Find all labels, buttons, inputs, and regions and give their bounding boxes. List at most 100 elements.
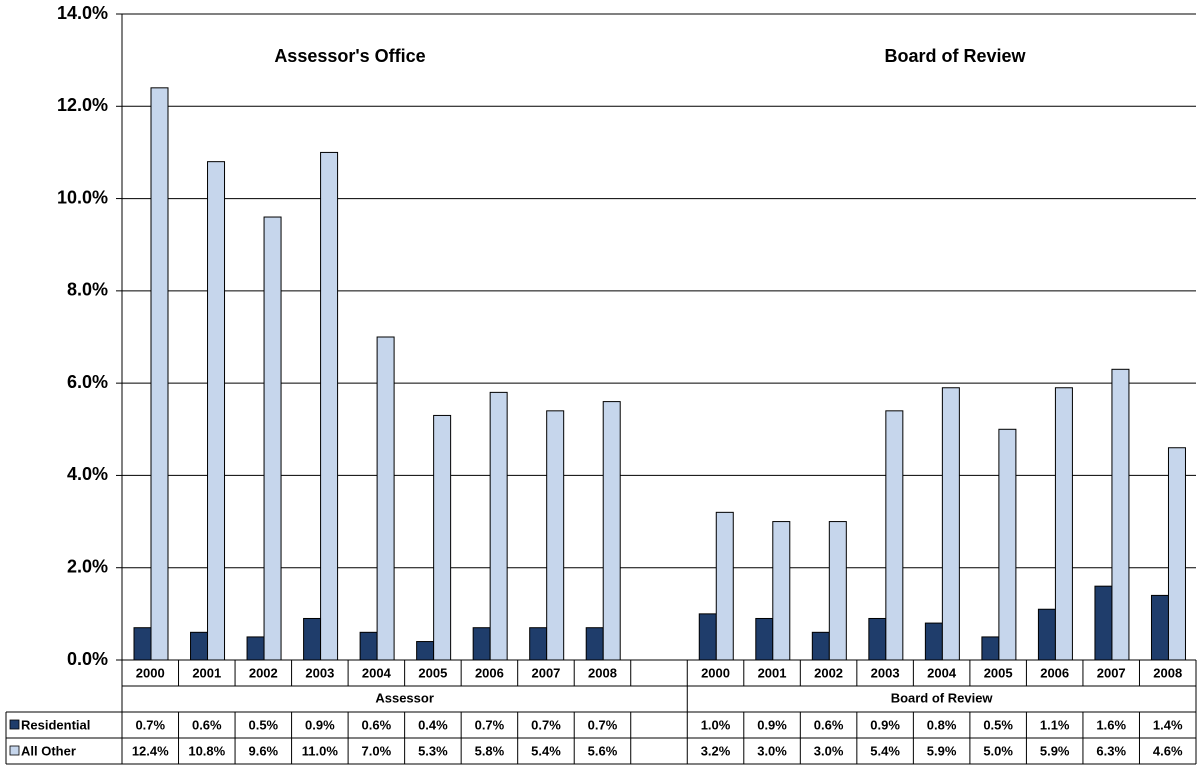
- bar: [1150, 594, 1169, 661]
- y-tick-label: 6.0%: [67, 372, 108, 392]
- bar: [585, 627, 604, 661]
- bar: [1111, 368, 1130, 661]
- bar: [998, 428, 1017, 661]
- bar: [1167, 447, 1186, 661]
- data-label: 0.9%: [757, 717, 787, 732]
- data-label: 5.0%: [983, 743, 1013, 758]
- bar: [811, 631, 830, 661]
- data-label: 0.6%: [814, 717, 844, 732]
- data-label: 0.7%: [135, 717, 165, 732]
- bar: [472, 627, 491, 661]
- data-label: 5.9%: [927, 743, 957, 758]
- bar: [433, 414, 452, 661]
- table-group: Assessor: [375, 690, 434, 705]
- x-tick-label: 2004: [362, 665, 392, 680]
- bar: [885, 410, 904, 661]
- data-label: 12.4%: [132, 743, 169, 758]
- y-tick-label: 14.0%: [57, 3, 108, 23]
- bar: [828, 521, 847, 661]
- bar: [602, 401, 621, 661]
- bar: [376, 336, 395, 661]
- bar: [1037, 608, 1056, 661]
- bar: [1094, 585, 1113, 661]
- y-tick-label: 4.0%: [67, 464, 108, 484]
- bar: [320, 151, 339, 661]
- bar: [546, 410, 565, 661]
- data-label: 0.9%: [870, 717, 900, 732]
- x-tick-label: 2003: [305, 665, 334, 680]
- data-label: 0.6%: [192, 717, 222, 732]
- bar: [941, 387, 960, 661]
- data-label: 5.8%: [475, 743, 505, 758]
- x-tick-label: 2000: [701, 665, 730, 680]
- data-label: 10.8%: [188, 743, 225, 758]
- bar: [981, 636, 1000, 661]
- bar: [924, 622, 943, 661]
- y-tick-label: 10.0%: [57, 187, 108, 207]
- bar: [263, 216, 282, 661]
- data-label: 11.0%: [302, 743, 339, 758]
- data-label: 5.9%: [1040, 743, 1070, 758]
- table-group: Board of Review: [891, 690, 994, 705]
- bar: [246, 636, 265, 661]
- data-label: 0.7%: [531, 717, 561, 732]
- bar: [133, 627, 152, 661]
- y-tick-label: 0.0%: [67, 649, 108, 669]
- data-label: 1.0%: [701, 717, 731, 732]
- legend-key: [9, 719, 20, 730]
- x-tick-label: 2006: [1040, 665, 1069, 680]
- bar: [190, 631, 209, 661]
- x-tick-label: 2001: [192, 665, 221, 680]
- data-label: 7.0%: [362, 743, 392, 758]
- legend-key: [9, 745, 20, 756]
- data-label: 5.4%: [870, 743, 900, 758]
- data-label: 1.6%: [1096, 717, 1126, 732]
- x-tick-label: 2005: [418, 665, 447, 680]
- data-label: 0.6%: [362, 717, 392, 732]
- bar: [755, 617, 774, 661]
- data-label: 1.4%: [1153, 717, 1183, 732]
- bar: [1054, 387, 1073, 661]
- data-label: 0.5%: [248, 717, 278, 732]
- x-tick-label: 2007: [531, 665, 560, 680]
- x-tick-label: 2004: [927, 665, 957, 680]
- bar: [303, 617, 322, 661]
- data-label: 5.4%: [531, 743, 561, 758]
- x-tick-label: 2008: [588, 665, 617, 680]
- data-label: 4.6%: [1153, 743, 1183, 758]
- annotation: Board of Review: [884, 46, 1026, 66]
- bar: [715, 511, 734, 661]
- x-tick-label: 2003: [871, 665, 900, 680]
- bar: [416, 641, 435, 661]
- bar: [150, 87, 169, 661]
- x-tick-label: 2002: [814, 665, 843, 680]
- x-tick-label: 2001: [758, 665, 787, 680]
- y-tick-label: 8.0%: [67, 280, 108, 300]
- data-label: 3.0%: [814, 743, 844, 758]
- bar: [489, 391, 508, 661]
- x-tick-label: 2006: [475, 665, 504, 680]
- bar: [207, 161, 226, 661]
- data-label: 3.2%: [701, 743, 731, 758]
- data-label: 0.9%: [305, 717, 335, 732]
- data-label: 0.4%: [418, 717, 448, 732]
- bar: [359, 631, 378, 661]
- legend-label: All Other: [21, 743, 76, 758]
- data-label: 0.7%: [475, 717, 505, 732]
- y-tick-label: 12.0%: [57, 95, 108, 115]
- bar: [772, 521, 791, 661]
- annotation: Assessor's Office: [274, 46, 425, 66]
- x-tick-label: 2007: [1097, 665, 1126, 680]
- bar: [868, 617, 887, 661]
- data-label: 6.3%: [1096, 743, 1126, 758]
- x-tick-label: 2008: [1153, 665, 1182, 680]
- data-label: 5.6%: [588, 743, 618, 758]
- x-tick-label: 2002: [249, 665, 278, 680]
- data-label: 5.3%: [418, 743, 448, 758]
- x-tick-label: 2000: [136, 665, 165, 680]
- x-tick-label: 2005: [984, 665, 1013, 680]
- data-label: 0.8%: [927, 717, 957, 732]
- bar: [698, 613, 717, 661]
- data-label: 3.0%: [757, 743, 787, 758]
